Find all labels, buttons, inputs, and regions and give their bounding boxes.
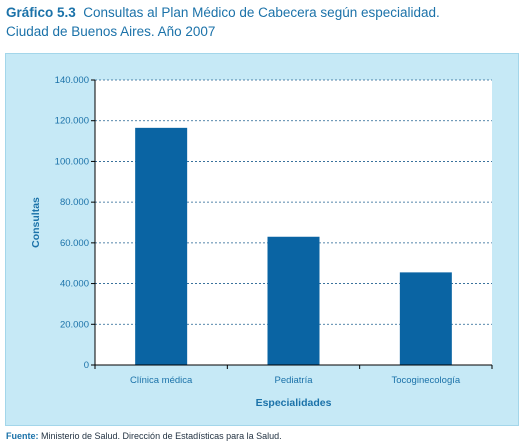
source-note: Fuente: Ministerio de Salud. Dirección d…	[6, 431, 282, 441]
x-tick-label: Clínica médica	[130, 375, 193, 386]
title-line-2: Ciudad de Buenos Aires. Año 2007	[6, 24, 216, 39]
title-text-1: Consultas al Plan Médico de Cabecera seg…	[83, 5, 440, 20]
bar	[267, 236, 320, 365]
y-axis-title: Consultas	[30, 197, 42, 248]
source-text: Ministerio de Salud. Dirección de Estadí…	[41, 431, 282, 441]
y-tick-label: 140.000	[55, 75, 89, 86]
y-tick-label: 60.000	[60, 238, 89, 249]
y-tick-label: 120.000	[55, 116, 89, 127]
bar-chart: 0 20.000 40.000 60.000 80.000 100.000 120.000 1…	[30, 75, 493, 409]
x-tick-label: Tocoginecología	[391, 375, 460, 386]
y-tick-label: 100.000	[55, 156, 89, 167]
bar	[399, 272, 452, 365]
chart-title: Gráfico 5.3 Consultas al Plan Médico de …	[6, 3, 521, 41]
y-tick-label: 40.000	[60, 279, 89, 290]
bar	[135, 127, 188, 365]
source-label: Fuente:	[6, 431, 39, 441]
title-line-1: Gráfico 5.3 Consultas al Plan Médico de …	[6, 3, 521, 22]
figure-label: Gráfico 5.3	[6, 5, 76, 20]
x-tick-label: Pediatría	[274, 375, 313, 386]
y-tick-label: 80.000	[60, 197, 89, 208]
y-tick-label: 0	[84, 360, 89, 371]
x-axis-title: Especialidades	[256, 397, 332, 409]
y-tick-label: 20.000	[60, 319, 89, 330]
chart-panel: 0 20.000 40.000 60.000 80.000 100.000 120.000 1…	[5, 53, 519, 426]
